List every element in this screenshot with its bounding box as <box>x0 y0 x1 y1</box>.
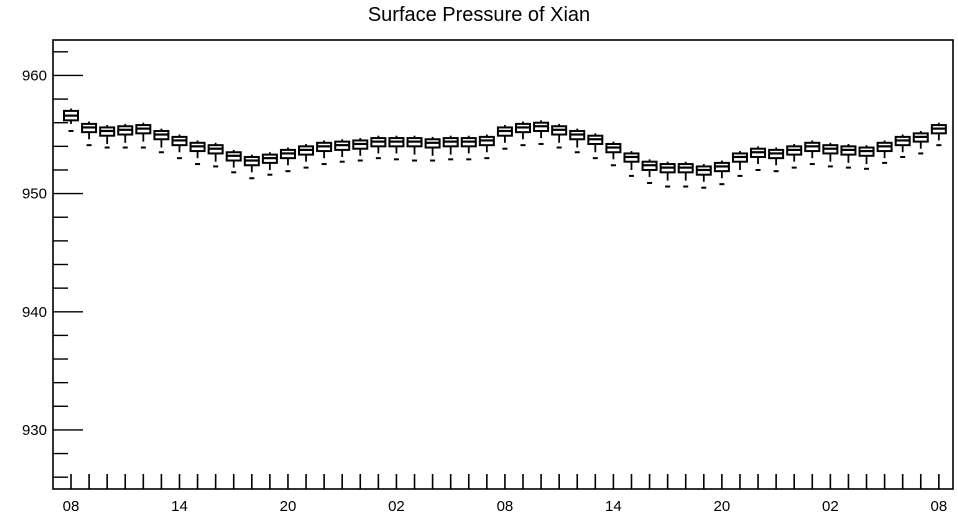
x-tick-label: 08 <box>930 498 947 515</box>
box-item <box>189 140 206 166</box>
x-tick-label: 08 <box>63 498 80 515</box>
box-item <box>912 130 929 155</box>
box-item <box>460 135 477 161</box>
box-item <box>135 122 152 149</box>
box-item <box>677 161 694 188</box>
box-item <box>496 125 513 150</box>
box-item <box>442 135 459 161</box>
x-axis: 08 14 20 02 08 14 20 02 08 <box>63 474 947 515</box>
box-item <box>153 128 170 154</box>
box-item <box>63 108 79 132</box>
box-item <box>569 128 586 154</box>
y-tick-label: 950 <box>22 186 47 203</box>
y-axis: 930 940 950 960 <box>22 51 83 478</box>
box-item <box>515 121 531 147</box>
box-item <box>99 125 116 149</box>
x-tick-label: 20 <box>280 498 297 515</box>
box-item <box>804 140 821 166</box>
box-item <box>478 134 495 160</box>
box-item <box>731 151 748 177</box>
box-item <box>388 135 405 161</box>
box-item <box>840 143 857 169</box>
x-tick-label: 20 <box>714 498 731 515</box>
x-tick-label: 02 <box>388 498 405 515</box>
box-item <box>750 146 767 171</box>
box-item <box>659 161 676 188</box>
box-item <box>298 143 315 169</box>
box-item <box>117 123 134 149</box>
box-item <box>243 154 260 180</box>
box-item <box>424 136 441 162</box>
box-item <box>225 149 242 174</box>
y-tick-label: 960 <box>22 67 47 84</box>
box-item <box>587 133 604 160</box>
box-item <box>623 151 640 177</box>
box-item <box>768 147 785 173</box>
box-item <box>533 120 550 145</box>
box-item <box>876 140 893 164</box>
box-item <box>370 135 387 160</box>
box-item <box>858 145 875 170</box>
box-item <box>894 134 911 158</box>
box-item <box>605 141 622 167</box>
chart-title: Surface Pressure of Xian <box>367 4 591 26</box>
box-series <box>63 108 947 189</box>
y-tick-label: 930 <box>22 422 47 439</box>
box-item <box>551 123 568 149</box>
x-tick-label: 08 <box>497 498 514 515</box>
box-item <box>279 147 296 173</box>
box-item <box>261 152 278 176</box>
box-item <box>713 160 730 186</box>
box-item <box>930 122 947 147</box>
box-item <box>171 134 188 160</box>
plot-frame <box>52 39 954 490</box>
box-item <box>207 142 224 168</box>
box-item <box>695 164 712 189</box>
box-item <box>406 135 423 162</box>
x-tick-label: 14 <box>605 498 622 515</box>
box-item <box>316 140 333 166</box>
box-item <box>352 138 369 162</box>
box-item <box>822 142 839 168</box>
box-item <box>786 143 803 169</box>
box-item <box>641 159 658 184</box>
x-tick-label: 02 <box>822 498 839 515</box>
box-item <box>81 121 98 147</box>
y-tick-label: 940 <box>22 304 47 321</box>
box-item <box>334 139 351 163</box>
x-tick-label: 14 <box>171 498 188 515</box>
